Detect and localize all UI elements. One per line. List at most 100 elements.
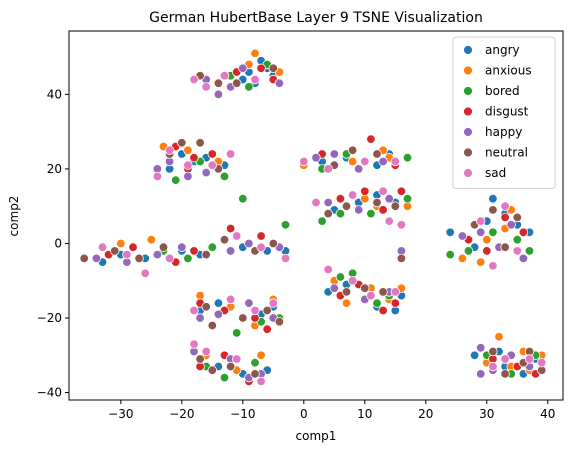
point-disgust-5 <box>207 149 218 159</box>
point-neutral-37 <box>488 205 498 215</box>
point-sad-10 <box>122 249 132 260</box>
point-bored-17 <box>219 372 230 383</box>
point-happy-12 <box>177 242 187 252</box>
point-bored-12 <box>231 328 242 338</box>
legend-label-sad: sad <box>485 166 506 180</box>
point-neutral-18 <box>238 313 248 323</box>
point-anxious-32 <box>476 257 486 267</box>
point-sad-40 <box>512 246 523 256</box>
point-sad-30 <box>378 186 388 197</box>
x-tick-label: −10 <box>230 407 255 421</box>
point-sad-3 <box>250 74 260 85</box>
point-anxious-15 <box>256 350 266 361</box>
point-sad-20 <box>189 339 199 349</box>
point-sad-26 <box>360 156 370 167</box>
axes-frame <box>68 30 564 401</box>
point-sad-36 <box>390 287 401 297</box>
point-bored-8 <box>207 242 218 252</box>
axes: −30 −20 −10 0 10 20 30 40 −40 −20 0 20 40 <box>37 30 564 421</box>
point-neutral-22 <box>207 365 218 375</box>
point-happy-4 <box>274 78 285 88</box>
point-sad-14 <box>256 242 266 252</box>
point-angry-20 <box>213 298 224 308</box>
point-bored-32 <box>512 234 523 245</box>
point-sad-5 <box>164 145 175 156</box>
point-bored-25 <box>335 272 346 282</box>
point-sad-15 <box>280 253 291 264</box>
x-tick-label: 40 <box>540 407 555 421</box>
point-neutral-11 <box>158 242 169 252</box>
point-neutral-28 <box>323 208 333 219</box>
point-happy-35 <box>457 231 468 241</box>
point-neutral-32 <box>396 253 407 264</box>
point-disgust-4 <box>189 152 199 163</box>
point-disgust-25 <box>378 205 388 215</box>
point-disgust-30 <box>390 298 401 308</box>
point-disgust-7 <box>128 242 138 252</box>
point-happy-29 <box>354 205 364 215</box>
point-disgust-26 <box>396 186 407 197</box>
point-happy-38 <box>506 220 516 230</box>
point-bored-20 <box>402 152 413 163</box>
y-tick-label: −40 <box>37 386 62 400</box>
point-anxious-28 <box>457 253 468 264</box>
point-anxious-17 <box>347 156 358 167</box>
point-disgust-16 <box>262 324 272 334</box>
legend-label-neutral: neutral <box>485 146 528 160</box>
legend-marker-happy <box>463 127 473 137</box>
point-sad-8 <box>225 149 236 159</box>
legend-box <box>452 36 556 189</box>
point-sad-38 <box>488 261 498 271</box>
y-axis-title: comp2 <box>7 196 21 237</box>
point-happy-25 <box>329 149 340 159</box>
point-happy-36 <box>476 227 486 238</box>
point-disgust-24 <box>360 186 370 197</box>
point-sad-24 <box>299 156 309 167</box>
point-neutral-21 <box>195 354 205 364</box>
point-happy-32 <box>329 283 340 293</box>
point-sad-44 <box>537 358 547 368</box>
legend-marker-sad <box>463 168 473 178</box>
point-neutral-1 <box>213 78 224 88</box>
point-sad-0 <box>189 74 199 85</box>
point-disgust-33 <box>500 212 510 223</box>
point-sad-43 <box>524 354 535 364</box>
point-neutral-6 <box>195 138 205 148</box>
point-bored-23 <box>366 208 376 219</box>
point-disgust-12 <box>256 231 266 241</box>
point-sad-1 <box>201 82 211 92</box>
point-neutral-15 <box>268 238 279 249</box>
point-neutral-16 <box>201 302 211 312</box>
point-sad-23 <box>256 376 266 387</box>
point-neutral-17 <box>207 320 218 331</box>
point-happy-26 <box>354 164 364 174</box>
point-sad-6 <box>183 160 193 170</box>
y-tick-label: 40 <box>47 87 62 101</box>
point-sad-34 <box>347 276 358 286</box>
legend-marker-bored <box>463 86 473 96</box>
point-bored-24 <box>402 193 413 204</box>
point-anxious-4 <box>183 145 193 156</box>
point-neutral-26 <box>347 145 358 156</box>
point-angry-47 <box>469 350 480 361</box>
point-happy-30 <box>384 193 394 204</box>
point-bored-11 <box>280 220 291 230</box>
point-happy-16 <box>195 313 205 323</box>
x-tick-label: 0 <box>300 407 308 421</box>
point-neutral-31 <box>390 201 401 211</box>
point-neutral-34 <box>360 283 370 293</box>
point-sad-35 <box>366 290 376 301</box>
point-disgust-29 <box>378 305 388 316</box>
point-sad-21 <box>201 346 211 357</box>
point-bored-27 <box>372 298 382 308</box>
y-tick-label: −20 <box>37 311 62 325</box>
point-happy-11 <box>152 249 163 260</box>
point-bored-9 <box>238 193 248 204</box>
point-neutral-13 <box>219 234 230 245</box>
point-sad-39 <box>500 201 510 211</box>
point-bored-31 <box>488 227 498 238</box>
legend: angry anxious bored disgust happy neutral sad <box>452 36 556 189</box>
point-anxious-7 <box>116 238 126 249</box>
point-sad-27 <box>390 156 401 167</box>
